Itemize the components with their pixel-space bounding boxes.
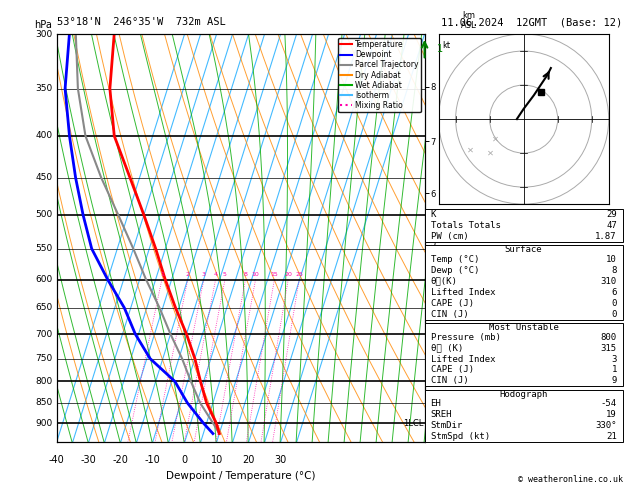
Text: 30: 30 <box>274 454 287 465</box>
Text: 1.87: 1.87 <box>595 232 617 241</box>
Legend: Temperature, Dewpoint, Parcel Trajectory, Dry Adiabat, Wet Adiabat, Isotherm, Mi: Temperature, Dewpoint, Parcel Trajectory… <box>338 38 421 112</box>
Text: 11.06.2024  12GMT  (Base: 12): 11.06.2024 12GMT (Base: 12) <box>442 17 623 27</box>
Text: 1: 1 <box>611 365 617 375</box>
Text: Dewpoint / Temperature (°C): Dewpoint / Temperature (°C) <box>166 471 315 481</box>
Text: CAPE (J): CAPE (J) <box>430 365 474 375</box>
Text: 19: 19 <box>606 410 617 419</box>
Text: 4: 4 <box>214 273 218 278</box>
Text: PW (cm): PW (cm) <box>430 232 468 241</box>
Text: 15: 15 <box>270 273 278 278</box>
Text: Surface: Surface <box>505 245 542 254</box>
Text: ✕: ✕ <box>486 148 494 157</box>
Text: 47: 47 <box>606 221 617 230</box>
Text: Dewp (°C): Dewp (°C) <box>430 266 479 275</box>
Text: 0: 0 <box>611 299 617 308</box>
Text: 1: 1 <box>160 273 164 278</box>
Bar <box>425 209 623 242</box>
Text: 20: 20 <box>284 273 292 278</box>
Text: -40: -40 <box>48 454 65 465</box>
Text: 2: 2 <box>186 273 190 278</box>
Text: Most Unstable: Most Unstable <box>489 323 559 332</box>
Text: Lifted Index: Lifted Index <box>430 354 495 364</box>
Text: 900: 900 <box>36 418 53 428</box>
Text: 800: 800 <box>601 332 617 342</box>
Text: 20: 20 <box>242 454 255 465</box>
Text: Temp (°C): Temp (°C) <box>430 255 479 264</box>
Bar <box>425 323 623 386</box>
Text: Hodograph: Hodograph <box>499 390 548 399</box>
Text: 6: 6 <box>611 288 617 297</box>
Text: EH: EH <box>430 399 442 408</box>
Text: 8: 8 <box>243 273 247 278</box>
Text: Mixing Ratio: Mixing Ratio <box>432 255 441 303</box>
Text: 1LCL: 1LCL <box>403 418 423 428</box>
Text: ✕: ✕ <box>493 134 499 143</box>
Text: -54: -54 <box>601 399 617 408</box>
Text: 10: 10 <box>252 273 259 278</box>
Text: CIN (J): CIN (J) <box>430 377 468 385</box>
Text: CAPE (J): CAPE (J) <box>430 299 474 308</box>
Text: -10: -10 <box>145 454 160 465</box>
Text: 29: 29 <box>606 210 617 219</box>
Text: 600: 600 <box>36 275 53 284</box>
Bar <box>425 245 623 320</box>
Text: 1: 1 <box>437 44 443 53</box>
Text: 850: 850 <box>36 399 53 407</box>
Text: K: K <box>430 210 436 219</box>
Text: StmDir: StmDir <box>430 421 463 430</box>
Text: 10: 10 <box>211 454 223 465</box>
Bar <box>425 390 623 442</box>
Text: g/kg: g/kg <box>432 208 441 227</box>
Text: © weatheronline.co.uk: © weatheronline.co.uk <box>518 474 623 484</box>
Text: 350: 350 <box>36 84 53 93</box>
Text: hPa: hPa <box>35 20 52 30</box>
Text: kt: kt <box>442 41 450 50</box>
Text: 750: 750 <box>36 354 53 363</box>
Text: km
ASL: km ASL <box>461 11 477 30</box>
Text: Totals Totals: Totals Totals <box>430 221 501 230</box>
Text: -30: -30 <box>81 454 96 465</box>
Text: CIN (J): CIN (J) <box>430 310 468 319</box>
Text: 3: 3 <box>202 273 206 278</box>
Text: StmSpd (kt): StmSpd (kt) <box>430 432 489 441</box>
Text: -20: -20 <box>113 454 128 465</box>
Text: 800: 800 <box>36 377 53 386</box>
Text: 450: 450 <box>36 173 53 182</box>
Text: 400: 400 <box>36 131 53 140</box>
Text: 650: 650 <box>36 303 53 312</box>
Text: 330°: 330° <box>595 421 617 430</box>
Text: 0: 0 <box>611 310 617 319</box>
Text: 550: 550 <box>36 244 53 253</box>
Text: 300: 300 <box>36 30 53 38</box>
Text: 53°18'N  246°35'W  732m ASL: 53°18'N 246°35'W 732m ASL <box>57 17 225 27</box>
Text: 21: 21 <box>606 432 617 441</box>
Text: 315: 315 <box>601 344 617 352</box>
Text: 3: 3 <box>611 354 617 364</box>
Text: Pressure (mb): Pressure (mb) <box>430 332 501 342</box>
Text: 8: 8 <box>611 266 617 275</box>
Text: θᴇ(K): θᴇ(K) <box>430 277 457 286</box>
Text: 310: 310 <box>601 277 617 286</box>
Text: SREH: SREH <box>430 410 452 419</box>
Text: ✕: ✕ <box>467 145 474 154</box>
Text: 500: 500 <box>36 210 53 220</box>
Text: 25: 25 <box>295 273 303 278</box>
Text: 10: 10 <box>606 255 617 264</box>
Text: 9: 9 <box>611 377 617 385</box>
Text: Lifted Index: Lifted Index <box>430 288 495 297</box>
Text: 0: 0 <box>182 454 187 465</box>
Text: 5: 5 <box>223 273 227 278</box>
Text: θᴇ (K): θᴇ (K) <box>430 344 463 352</box>
Text: 700: 700 <box>36 330 53 339</box>
